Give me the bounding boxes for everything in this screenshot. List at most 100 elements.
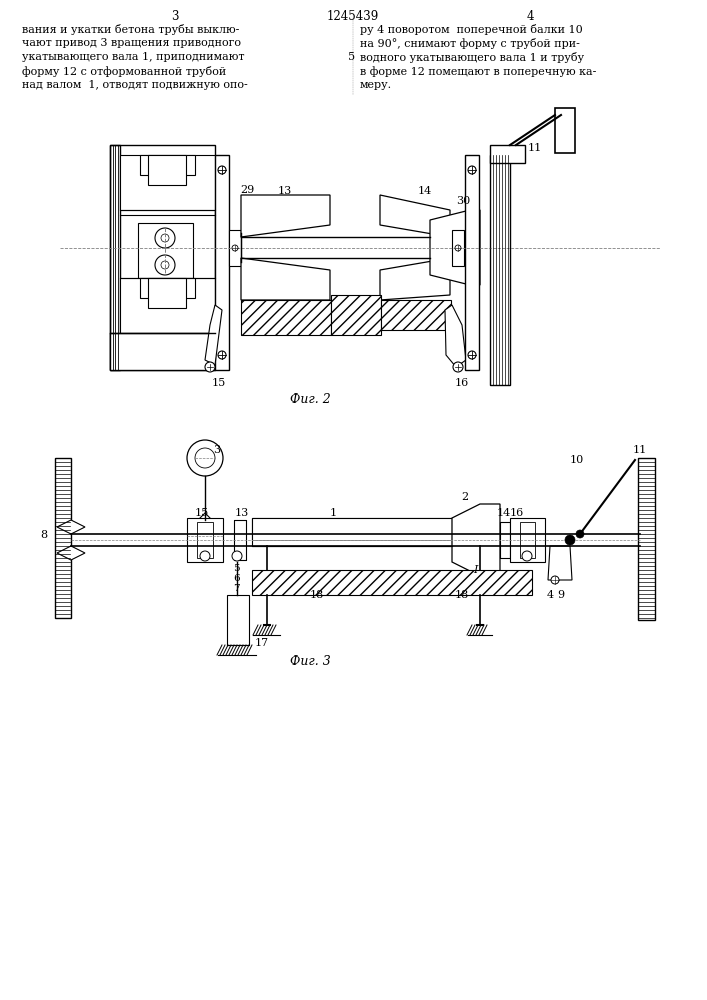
Bar	[555, 108, 575, 153]
Circle shape	[565, 535, 575, 545]
Bar	[55, 458, 71, 618]
Bar	[490, 155, 510, 385]
Polygon shape	[241, 258, 330, 300]
Circle shape	[218, 166, 226, 174]
Circle shape	[232, 551, 242, 561]
Bar	[520, 522, 535, 558]
Bar	[252, 518, 452, 540]
Polygon shape	[548, 546, 572, 580]
Bar	[148, 155, 186, 185]
Bar	[331, 295, 381, 335]
Text: 5: 5	[348, 52, 355, 62]
Circle shape	[551, 576, 559, 584]
Text: 14: 14	[418, 186, 432, 196]
Text: 10: 10	[570, 455, 584, 465]
Polygon shape	[205, 305, 222, 365]
Text: 16: 16	[510, 508, 525, 518]
Text: форму 12 с отформованной трубой: форму 12 с отформованной трубой	[22, 66, 226, 77]
Polygon shape	[57, 546, 85, 560]
Bar	[465, 155, 479, 370]
Bar	[638, 458, 655, 620]
Polygon shape	[57, 520, 85, 534]
Circle shape	[195, 448, 215, 468]
Bar	[187, 518, 223, 562]
Bar	[215, 155, 229, 370]
Circle shape	[468, 351, 476, 359]
Circle shape	[155, 255, 175, 275]
Text: 18: 18	[310, 590, 325, 600]
Bar	[197, 522, 213, 558]
Bar	[241, 300, 331, 335]
Text: 4: 4	[526, 10, 534, 23]
Text: Фиг. 3: Фиг. 3	[290, 655, 330, 668]
Bar	[500, 522, 510, 558]
Circle shape	[522, 551, 532, 561]
Polygon shape	[430, 210, 480, 285]
Circle shape	[232, 245, 238, 251]
Bar	[452, 230, 464, 266]
Text: 3: 3	[171, 10, 179, 23]
Bar	[120, 278, 215, 333]
Polygon shape	[198, 513, 212, 527]
Text: меру.: меру.	[360, 80, 392, 90]
Bar	[252, 570, 532, 595]
Bar	[110, 333, 215, 370]
Text: укатывающего вала 1, приподнимают: укатывающего вала 1, приподнимают	[22, 52, 245, 62]
Circle shape	[161, 261, 169, 269]
Circle shape	[218, 351, 226, 359]
Text: водного укатывающего вала 1 и трубу: водного укатывающего вала 1 и трубу	[360, 52, 584, 63]
Text: 5: 5	[233, 564, 240, 573]
Polygon shape	[452, 504, 500, 576]
Polygon shape	[241, 195, 330, 237]
Bar	[381, 300, 451, 330]
Circle shape	[468, 166, 476, 174]
Text: 13: 13	[278, 186, 292, 196]
Text: на 90°, снимают форму с трубой при-: на 90°, снимают форму с трубой при-	[360, 38, 580, 49]
Circle shape	[576, 530, 584, 538]
Text: в форме 12 помещают в поперечную ка-: в форме 12 помещают в поперечную ка-	[360, 66, 597, 77]
Bar	[110, 145, 120, 370]
Text: 11: 11	[528, 143, 542, 153]
Text: 15: 15	[212, 378, 226, 388]
Text: I: I	[473, 565, 477, 575]
Text: 13: 13	[235, 508, 250, 518]
Text: 1: 1	[330, 508, 337, 518]
Bar	[148, 278, 186, 308]
Text: 17: 17	[255, 638, 269, 648]
Bar	[490, 145, 525, 163]
Circle shape	[453, 362, 463, 372]
Text: 2: 2	[461, 492, 468, 502]
Text: 3: 3	[213, 445, 220, 455]
Bar	[234, 520, 246, 560]
Text: 11: 11	[633, 445, 647, 455]
Circle shape	[200, 551, 210, 561]
Polygon shape	[380, 195, 450, 237]
Circle shape	[205, 362, 215, 372]
Circle shape	[187, 440, 223, 476]
Text: 9: 9	[557, 590, 564, 600]
Text: 30: 30	[456, 196, 470, 206]
Text: над валом  1, отводят подвижную опо-: над валом 1, отводят подвижную опо-	[22, 80, 247, 90]
Bar	[229, 230, 241, 266]
Circle shape	[455, 245, 461, 251]
Polygon shape	[445, 305, 466, 367]
Bar	[252, 518, 452, 546]
Text: 1245439: 1245439	[327, 10, 379, 23]
Text: вания и укатки бетона трубы выклю-: вания и укатки бетона трубы выклю-	[22, 24, 240, 35]
Bar	[110, 145, 215, 370]
Bar	[510, 518, 545, 562]
Text: 7: 7	[233, 584, 240, 593]
Text: 29: 29	[240, 185, 255, 195]
Bar	[227, 595, 249, 645]
Bar	[140, 278, 195, 298]
Text: 4: 4	[547, 590, 554, 600]
Circle shape	[155, 228, 175, 248]
Bar	[140, 155, 195, 175]
Text: чают привод 3 вращения приводного: чают привод 3 вращения приводного	[22, 38, 241, 48]
Bar	[138, 223, 193, 278]
Text: 16: 16	[455, 378, 469, 388]
Text: ру 4 поворотом  поперечной балки 10: ру 4 поворотом поперечной балки 10	[360, 24, 583, 35]
Text: 14: 14	[497, 508, 511, 518]
Text: 6: 6	[233, 574, 240, 583]
Bar	[120, 155, 215, 210]
